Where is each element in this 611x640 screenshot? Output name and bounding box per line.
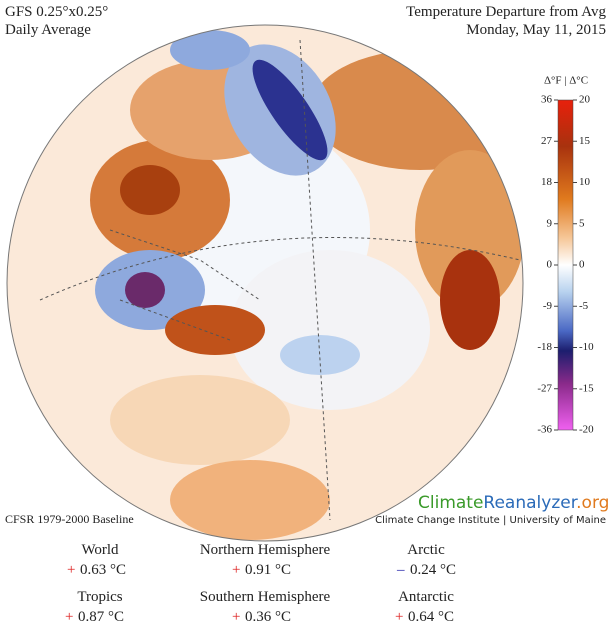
brand-part: .org <box>576 493 609 513</box>
model: GFS 0.25°x0.25° <box>5 4 108 20</box>
colorbar-tick-label: -18 <box>537 341 552 353</box>
stat-name: Northern Hemisphere <box>200 542 331 558</box>
stat-value: 0.24 °C <box>410 562 456 578</box>
colorbar-tick-label: 0 <box>579 259 585 271</box>
date: Monday, May 11, 2015 <box>466 22 606 38</box>
colorbar-tick-label: -9 <box>543 300 553 312</box>
brand: ClimateReanalyzer.org <box>418 493 609 513</box>
brand-part: Climate <box>418 493 483 513</box>
globe-outline <box>6 24 524 542</box>
colorbar-tick-label: 27 <box>541 135 553 147</box>
stat-value: 0.91 °C <box>245 562 291 578</box>
colorbar-tick-label: 5 <box>579 217 585 229</box>
colorbar-tick-label: -20 <box>579 424 594 436</box>
period: Daily Average <box>5 22 91 38</box>
stat-value: 0.87 °C <box>78 609 124 625</box>
stats: World + 0.63 °C Northern Hemisphere + 0.… <box>65 542 456 625</box>
stat-sign: + <box>65 609 73 625</box>
stat-sign: + <box>67 562 75 578</box>
colorbar-tick-label: 18 <box>541 176 553 188</box>
title: Temperature Departure from Avg <box>406 4 606 20</box>
stat-name: World <box>81 542 119 558</box>
stat-name: Tropics <box>77 589 122 605</box>
stat-name: Southern Hemisphere <box>200 589 331 605</box>
stat-sign: + <box>232 562 240 578</box>
brand-part: Reanalyzer <box>483 493 577 513</box>
institute: Climate Change Institute | University of… <box>375 515 606 526</box>
stat-name: Arctic <box>407 542 445 558</box>
stat-sign: + <box>395 609 403 625</box>
colorbar-tick-label: -27 <box>537 382 552 394</box>
globe <box>7 25 523 541</box>
colorbar <box>557 99 574 431</box>
colorbar-tick-label: 9 <box>547 217 553 229</box>
stat-name: Antarctic <box>398 589 454 605</box>
colorbar-tick-label: 0 <box>547 259 553 271</box>
colorbar-tick-label: 36 <box>541 94 553 106</box>
colorbar-tick-label: -10 <box>579 341 594 353</box>
colorbar-tick-label: -36 <box>537 424 552 436</box>
baseline: CFSR 1979-2000 Baseline <box>5 512 134 526</box>
stat-value: 0.64 °C <box>408 609 454 625</box>
stat-value: 0.63 °C <box>80 562 126 578</box>
stat-sign: – <box>396 562 405 578</box>
colorbar-tick-label: -15 <box>579 382 594 394</box>
colorbar-tick-label: 15 <box>579 135 591 147</box>
colorbar-tick-label: 20 <box>579 94 591 106</box>
stat-value: 0.36 °C <box>245 609 291 625</box>
colorbar-tick-label: 10 <box>579 176 591 188</box>
stat-sign: + <box>232 609 240 625</box>
colorbar-header: Δ°F | Δ°C <box>544 75 588 87</box>
colorbar-tick-label: -5 <box>579 300 589 312</box>
